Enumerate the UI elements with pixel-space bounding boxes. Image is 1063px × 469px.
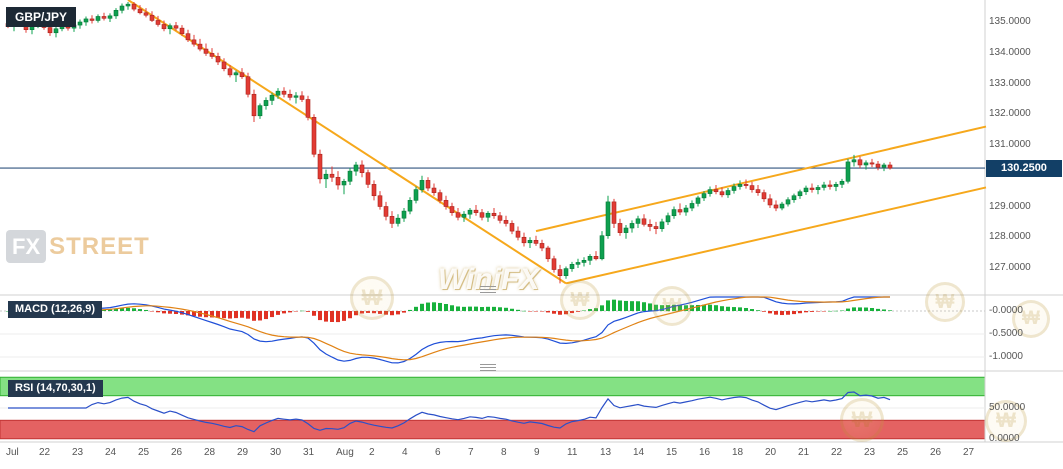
time-tick-label: 28 xyxy=(204,447,216,458)
time-tick-label: 23 xyxy=(864,447,876,458)
time-axis[interactable]: Jul 22 23 24 25 26 28 29 30 31 Aug 2 4 6 7 8 9 11 13 14 15 16… xyxy=(0,443,1063,467)
symbol-badge: GBP/JPY xyxy=(6,7,77,27)
time-tick-label: 4 xyxy=(402,447,408,458)
ascending-channel-upper xyxy=(535,125,987,233)
time-tick-label: 29 xyxy=(237,447,249,458)
time-tick-label: 8 xyxy=(501,447,507,458)
axis-tick-label: -0.0000 xyxy=(989,305,1023,316)
gridlines-layer xyxy=(0,0,1063,443)
axis-tick-label: 127.0000 xyxy=(989,262,1031,273)
panel-resize-handle[interactable] xyxy=(480,286,496,294)
macd-layer xyxy=(6,296,892,364)
current-price-badge: 130.2500 xyxy=(986,160,1062,178)
macd-indicator-label[interactable]: MACD (12,26,9) xyxy=(8,301,103,318)
axis-tick-label: 133.0000 xyxy=(989,77,1031,89)
time-tick-label: 13 xyxy=(600,447,612,458)
time-tick-label: 6 xyxy=(435,447,441,458)
time-tick-label: 20 xyxy=(765,447,777,458)
time-tick-label: 2 xyxy=(369,447,375,458)
time-tick-label: 15 xyxy=(666,447,678,458)
time-tick-label: 14 xyxy=(633,447,645,458)
time-tick-label: 21 xyxy=(798,447,810,458)
time-tick-label: 25 xyxy=(897,447,909,458)
time-tick-label: 18 xyxy=(732,447,744,458)
trendlines-layer xyxy=(127,0,987,285)
axis-tick-label: 134.0000 xyxy=(989,46,1031,58)
axis-tick-label: 129.0000 xyxy=(989,200,1031,212)
axis-tick-label: 131.0000 xyxy=(989,139,1031,150)
time-tick-label: Aug xyxy=(336,447,354,458)
time-tick-label: 30 xyxy=(270,447,282,458)
axis-tick-label: 135.0000 xyxy=(989,16,1031,27)
axis-tick-label: 50.0000 xyxy=(989,402,1026,413)
time-tick-label: 22 xyxy=(831,447,843,458)
panel-resize-handle[interactable] xyxy=(480,364,496,372)
axis-tick-label: 132.0000 xyxy=(989,108,1031,120)
time-tick-label: 22 xyxy=(39,447,51,458)
time-tick-label: 26 xyxy=(930,447,942,458)
rsi-indicator-label[interactable]: RSI (14,70,30,1) xyxy=(8,380,103,397)
time-tick-label: 26 xyxy=(171,447,183,458)
axis-tick-label: 0.0000 xyxy=(989,432,1020,444)
time-tick-label: 7 xyxy=(468,447,474,458)
time-tick-label: 27 xyxy=(963,447,975,458)
price-axis[interactable]: 135.0000 134.0000 133.0000 132.0000 131.0000… xyxy=(986,0,1063,444)
time-tick-label: 25 xyxy=(138,447,150,458)
axis-tick-label: -0.5000 xyxy=(989,328,1023,339)
candles-layer xyxy=(5,2,893,284)
ascending-channel-lower xyxy=(565,186,987,285)
rsi-layer xyxy=(8,391,891,433)
time-tick-label: 9 xyxy=(534,447,540,458)
axis-tick-label: -1.0000 xyxy=(989,351,1023,362)
time-tick-label: Jul xyxy=(6,447,19,458)
rsi-bands-layer xyxy=(0,376,986,440)
time-tick-label: 23 xyxy=(72,447,84,458)
axis-tick-label: 128.0000 xyxy=(989,231,1031,243)
time-tick-label: 31 xyxy=(303,447,315,458)
time-tick-label: 16 xyxy=(699,447,711,458)
time-tick-label: 24 xyxy=(105,447,117,458)
time-tick-label: 11 xyxy=(567,447,578,458)
